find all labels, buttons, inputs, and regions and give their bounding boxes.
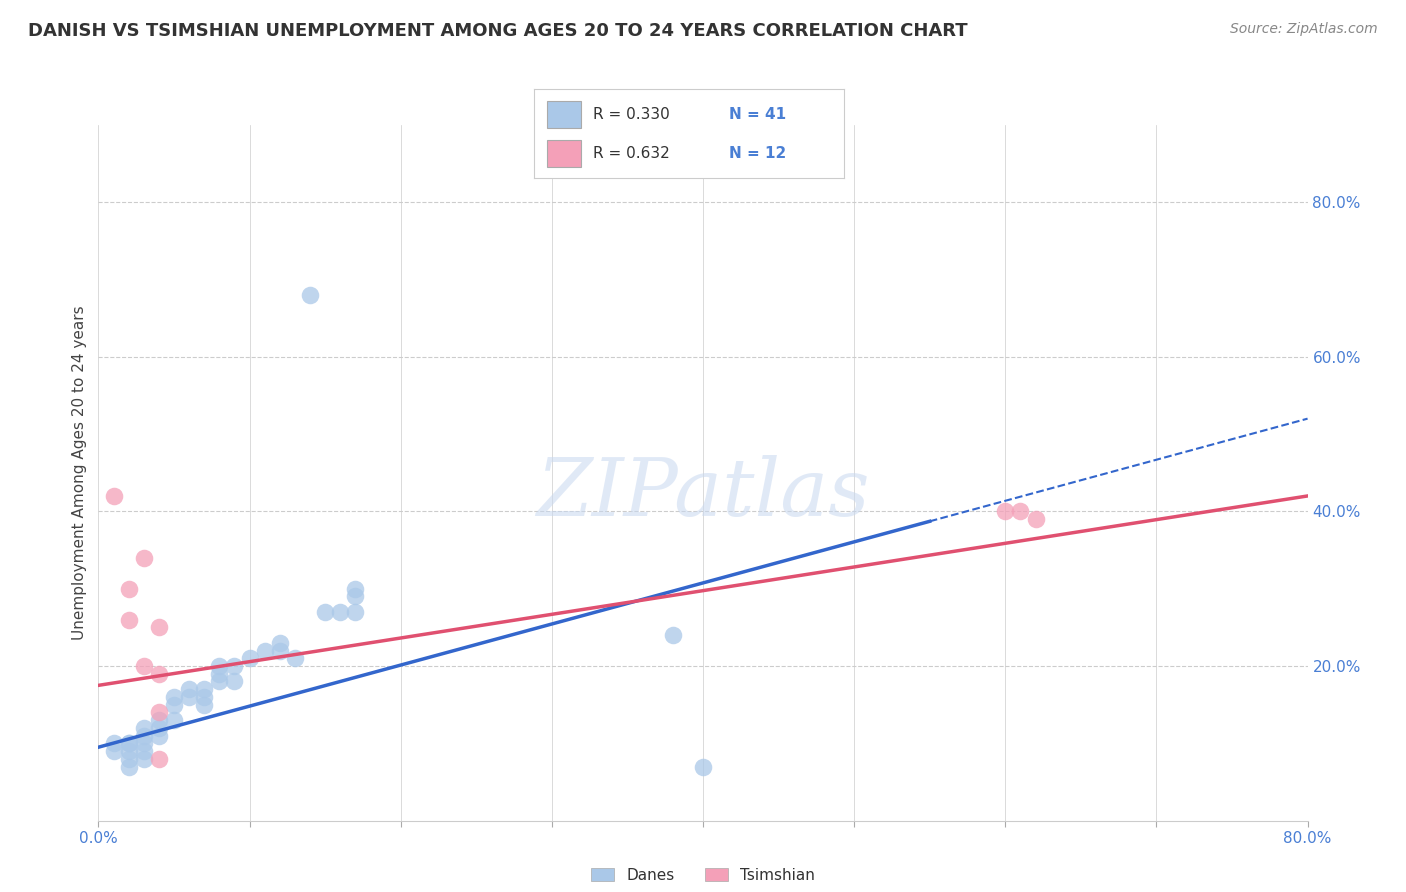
Point xyxy=(148,721,170,735)
Point xyxy=(103,744,125,758)
Point xyxy=(132,736,155,750)
Point xyxy=(132,752,155,766)
Legend: Danes, Tsimshian: Danes, Tsimshian xyxy=(591,868,815,882)
Text: R = 0.330: R = 0.330 xyxy=(593,107,669,121)
Point xyxy=(163,690,186,704)
Point xyxy=(118,736,141,750)
FancyBboxPatch shape xyxy=(547,101,581,128)
Text: N = 12: N = 12 xyxy=(730,146,786,161)
Point xyxy=(148,752,170,766)
Point xyxy=(208,659,231,673)
Point xyxy=(1010,504,1032,518)
Point xyxy=(1024,512,1046,526)
Point xyxy=(314,605,336,619)
Point xyxy=(269,643,291,657)
Point xyxy=(118,613,141,627)
Point xyxy=(148,706,170,720)
Point xyxy=(132,550,155,565)
Point xyxy=(224,674,246,689)
Point xyxy=(994,504,1017,518)
Point xyxy=(344,605,367,619)
Point xyxy=(132,721,155,735)
Point xyxy=(118,736,141,750)
Point xyxy=(103,489,125,503)
Point xyxy=(193,690,215,704)
Point xyxy=(148,666,170,681)
Point xyxy=(118,744,141,758)
Point xyxy=(208,666,231,681)
Point xyxy=(179,690,201,704)
Point xyxy=(239,651,262,665)
Point xyxy=(132,659,155,673)
Text: R = 0.632: R = 0.632 xyxy=(593,146,669,161)
FancyBboxPatch shape xyxy=(547,140,581,167)
Point xyxy=(193,698,215,712)
Point xyxy=(299,288,322,302)
Point xyxy=(163,713,186,727)
Point xyxy=(148,620,170,634)
Point xyxy=(148,729,170,743)
Y-axis label: Unemployment Among Ages 20 to 24 years: Unemployment Among Ages 20 to 24 years xyxy=(72,305,87,640)
Point xyxy=(329,605,352,619)
Point xyxy=(118,759,141,773)
Point xyxy=(253,643,276,657)
Text: Source: ZipAtlas.com: Source: ZipAtlas.com xyxy=(1230,22,1378,37)
Point xyxy=(344,582,367,596)
Point xyxy=(692,759,714,773)
Point xyxy=(269,636,291,650)
Point xyxy=(208,674,231,689)
Text: DANISH VS TSIMSHIAN UNEMPLOYMENT AMONG AGES 20 TO 24 YEARS CORRELATION CHART: DANISH VS TSIMSHIAN UNEMPLOYMENT AMONG A… xyxy=(28,22,967,40)
Point xyxy=(118,752,141,766)
Point xyxy=(148,713,170,727)
Text: N = 41: N = 41 xyxy=(730,107,786,121)
Point xyxy=(224,659,246,673)
Text: ZIPatlas: ZIPatlas xyxy=(536,455,870,533)
Point xyxy=(284,651,307,665)
Point xyxy=(103,736,125,750)
Point xyxy=(132,744,155,758)
Point xyxy=(662,628,685,642)
Point xyxy=(193,682,215,697)
Point xyxy=(132,729,155,743)
Point xyxy=(163,698,186,712)
Point xyxy=(118,582,141,596)
Point xyxy=(344,590,367,604)
Point xyxy=(179,682,201,697)
